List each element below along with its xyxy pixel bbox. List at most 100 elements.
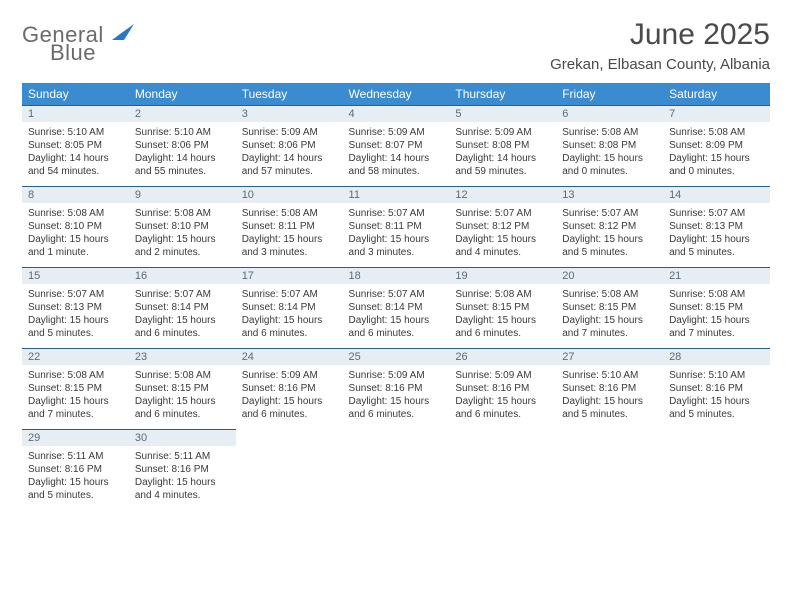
day-sr: Sunrise: 5:08 AM [135,207,230,220]
day-cell: Sunrise: 5:10 AMSunset: 8:16 PMDaylight:… [556,365,663,429]
week-detail-row: Sunrise: 5:11 AMSunset: 8:16 PMDaylight:… [22,446,770,510]
day-d1: Daylight: 15 hours [28,395,123,408]
day-cell: Sunrise: 5:07 AMSunset: 8:14 PMDaylight:… [343,284,450,348]
day-sr: Sunrise: 5:08 AM [242,207,337,220]
day-number: 15 [22,267,129,284]
day-sr: Sunrise: 5:09 AM [242,126,337,139]
week-number-row: 1234567 [22,105,770,122]
day-d2: and 4 minutes. [135,489,230,502]
day-number: 6 [556,105,663,122]
day-d2: and 6 minutes. [349,327,444,340]
day-sr: Sunrise: 5:08 AM [135,369,230,382]
day-sr: Sunrise: 5:07 AM [28,288,123,301]
day-number: 29 [22,429,129,446]
day-cell: Sunrise: 5:08 AMSunset: 8:11 PMDaylight:… [236,203,343,267]
day-d1: Daylight: 15 hours [242,233,337,246]
day-d2: and 55 minutes. [135,165,230,178]
day-d2: and 4 minutes. [455,246,550,259]
day-d1: Daylight: 15 hours [455,233,550,246]
day-ss: Sunset: 8:11 PM [242,220,337,233]
day-cell: Sunrise: 5:08 AMSunset: 8:09 PMDaylight:… [663,122,770,186]
day-d2: and 6 minutes. [455,327,550,340]
day-d2: and 5 minutes. [562,246,657,259]
day-sr: Sunrise: 5:08 AM [28,369,123,382]
empty-cell [449,429,556,445]
day-d1: Daylight: 15 hours [242,314,337,327]
day-cell: Sunrise: 5:09 AMSunset: 8:16 PMDaylight:… [343,365,450,429]
day-d1: Daylight: 14 hours [455,152,550,165]
week-number-row: 15161718192021 [22,267,770,284]
day-ss: Sunset: 8:05 PM [28,139,123,152]
day-cell: Sunrise: 5:08 AMSunset: 8:10 PMDaylight:… [129,203,236,267]
header: General Blue June 2025 Grekan, Elbasan C… [22,18,770,73]
day-cell: Sunrise: 5:09 AMSunset: 8:06 PMDaylight:… [236,122,343,186]
day-d1: Daylight: 15 hours [28,476,123,489]
day-sr: Sunrise: 5:09 AM [349,126,444,139]
day-ss: Sunset: 8:16 PM [28,463,123,476]
day-d2: and 5 minutes. [28,489,123,502]
day-cell [236,446,343,458]
day-number: 21 [663,267,770,284]
day-d2: and 5 minutes. [669,246,764,259]
day-cell: Sunrise: 5:07 AMSunset: 8:13 PMDaylight:… [663,203,770,267]
day-sr: Sunrise: 5:08 AM [455,288,550,301]
day-ss: Sunset: 8:06 PM [242,139,337,152]
day-sr: Sunrise: 5:10 AM [669,369,764,382]
day-ss: Sunset: 8:14 PM [242,301,337,314]
day-sr: Sunrise: 5:09 AM [455,126,550,139]
day-number: 9 [129,186,236,203]
day-number: 18 [343,267,450,284]
day-ss: Sunset: 8:16 PM [669,382,764,395]
day-ss: Sunset: 8:15 PM [135,382,230,395]
day-header-row: SundayMondayTuesdayWednesdayThursdayFrid… [22,83,770,105]
day-sr: Sunrise: 5:07 AM [349,207,444,220]
week-number-row: 22232425262728 [22,348,770,365]
day-number: 25 [343,348,450,365]
day-number: 28 [663,348,770,365]
day-d1: Daylight: 14 hours [242,152,337,165]
day-number: 10 [236,186,343,203]
empty-cell [556,429,663,445]
day-d2: and 58 minutes. [349,165,444,178]
day-d1: Daylight: 15 hours [562,314,657,327]
day-number: 7 [663,105,770,122]
day-cell: Sunrise: 5:08 AMSunset: 8:10 PMDaylight:… [22,203,129,267]
day-d2: and 6 minutes. [349,408,444,421]
day-number: 8 [22,186,129,203]
day-number: 4 [343,105,450,122]
day-cell: Sunrise: 5:07 AMSunset: 8:12 PMDaylight:… [556,203,663,267]
day-sr: Sunrise: 5:07 AM [455,207,550,220]
day-sr: Sunrise: 5:10 AM [562,369,657,382]
day-d1: Daylight: 14 hours [135,152,230,165]
day-number: 1 [22,105,129,122]
day-cell: Sunrise: 5:07 AMSunset: 8:12 PMDaylight:… [449,203,556,267]
day-cell [343,446,450,458]
day-number: 2 [129,105,236,122]
day-ss: Sunset: 8:16 PM [135,463,230,476]
day-ss: Sunset: 8:16 PM [242,382,337,395]
day-d1: Daylight: 15 hours [28,233,123,246]
logo-text-2: Blue [50,40,96,65]
day-d2: and 7 minutes. [28,408,123,421]
day-number: 17 [236,267,343,284]
day-number: 13 [556,186,663,203]
day-header: Friday [556,83,663,105]
day-d2: and 1 minute. [28,246,123,259]
week-number-row: 891011121314 [22,186,770,203]
day-ss: Sunset: 8:08 PM [562,139,657,152]
day-d1: Daylight: 15 hours [455,395,550,408]
day-d2: and 57 minutes. [242,165,337,178]
empty-cell [236,429,343,445]
day-cell: Sunrise: 5:10 AMSunset: 8:05 PMDaylight:… [22,122,129,186]
day-cell: Sunrise: 5:09 AMSunset: 8:16 PMDaylight:… [449,365,556,429]
day-ss: Sunset: 8:07 PM [349,139,444,152]
day-d1: Daylight: 15 hours [135,476,230,489]
title-block: June 2025 Grekan, Elbasan County, Albani… [550,18,770,73]
day-number: 22 [22,348,129,365]
day-d2: and 6 minutes. [242,327,337,340]
day-d1: Daylight: 15 hours [669,152,764,165]
day-d2: and 6 minutes. [135,408,230,421]
day-d1: Daylight: 14 hours [28,152,123,165]
day-cell: Sunrise: 5:11 AMSunset: 8:16 PMDaylight:… [22,446,129,510]
day-header: Sunday [22,83,129,105]
